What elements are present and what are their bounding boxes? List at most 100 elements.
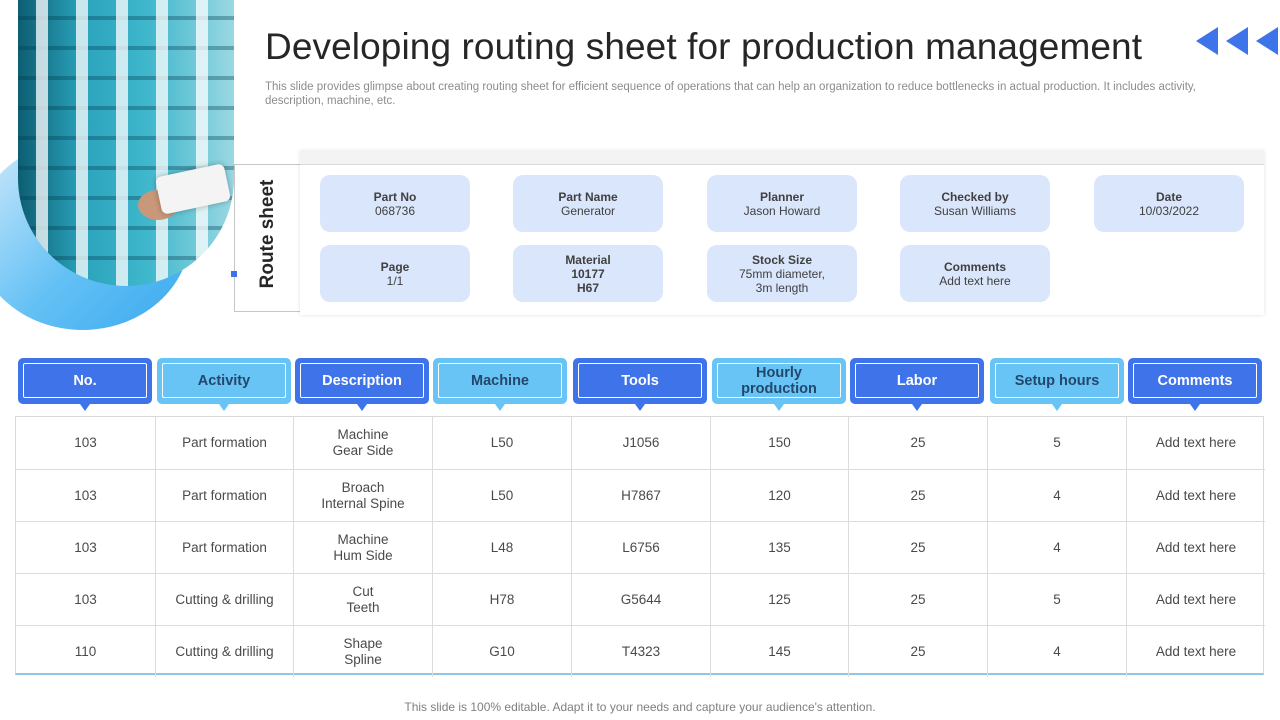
table-cell: Part formation	[155, 522, 293, 573]
table-cell: 125	[710, 574, 848, 625]
header-pointer	[80, 404, 90, 411]
table-cell: 25	[848, 417, 987, 469]
header-pointer	[1052, 404, 1062, 411]
column-header: Machine	[433, 358, 567, 411]
route-sheet-label: Route sheet	[257, 179, 278, 289]
column-header-label: Tools	[578, 363, 702, 398]
info-card-value: 75mm diameter, 3m length	[738, 266, 826, 295]
header-pointer	[635, 404, 645, 411]
table-cell: 5	[987, 574, 1126, 625]
table-cell: 4	[987, 470, 1126, 521]
table-cell: H7867	[571, 470, 710, 521]
table-cell: Part formation	[155, 417, 293, 469]
info-card: Planner Jason Howard	[707, 175, 857, 232]
table-cell: Add text here	[1126, 626, 1265, 677]
info-card-label: Material	[565, 252, 611, 267]
table-cell: 25	[848, 626, 987, 677]
info-card-label: Part No	[373, 189, 417, 204]
info-card: Part No 068736	[320, 175, 470, 232]
info-card: Date 10/03/2022	[1094, 175, 1244, 232]
info-card: Page 1/1	[320, 245, 470, 302]
route-sheet-marker	[231, 271, 237, 277]
table-cell: Machine Hum Side	[293, 522, 432, 573]
footer-note: This slide is 100% editable. Adapt it to…	[404, 700, 876, 714]
table-cell: H78	[432, 574, 571, 625]
table-row: 103 Part formation Machine Gear Side L50 J10…	[16, 417, 1265, 469]
info-card-value: 1/1	[386, 273, 404, 288]
info-card-label: Page	[380, 259, 410, 274]
info-card-value: 10177 H67	[571, 266, 605, 295]
table-cell: L50	[432, 417, 571, 469]
info-card-value: 10/03/2022	[1138, 203, 1200, 218]
info-card-value: Jason Howard	[743, 203, 821, 218]
table-cell: Cutting & drilling	[155, 574, 293, 625]
table-cell: Add text here	[1126, 522, 1265, 573]
table-cell: 103	[74, 487, 97, 503]
column-header-label: Setup hours	[995, 363, 1119, 398]
table-cell: 135	[710, 522, 848, 573]
column-header-label: Hourly production	[717, 363, 841, 398]
table-cell: Add text here	[1126, 470, 1265, 521]
table-cell: Cutting & drilling	[155, 626, 293, 677]
table-cell: Shape Spline	[293, 626, 432, 677]
table-row: 103 Part formation Broach Internal Spine L5…	[16, 469, 1265, 521]
table-cell: 25	[848, 574, 987, 625]
thread-spool-shape	[154, 163, 232, 215]
info-card-value: Generator	[560, 203, 616, 218]
table-row: 110 Cutting & drilling Shape Spline G10 T432…	[16, 625, 1265, 677]
info-card-value: Susan Williams	[933, 203, 1017, 218]
column-header: Setup hours	[990, 358, 1124, 411]
table-cell: Add text here	[1126, 574, 1265, 625]
info-card-label: Planner	[759, 189, 804, 204]
table-cell: Add text here	[1126, 417, 1265, 469]
column-header: Comments	[1128, 358, 1262, 411]
table-cell: 120	[710, 470, 848, 521]
table-cell: L50	[432, 470, 571, 521]
table-cell: 150	[710, 417, 848, 469]
table-cell: Broach Internal Spine	[293, 470, 432, 521]
column-header-label: No.	[23, 363, 147, 398]
table-cell: J1056	[571, 417, 710, 469]
textile-machine-photo	[18, 0, 234, 286]
table-row: 103 Cutting & drilling Cut Teeth H78 G5644 12…	[16, 573, 1265, 625]
info-card-label: Date	[1155, 189, 1182, 204]
table-cell: L6756	[571, 522, 710, 573]
info-card: Checked by Susan Williams	[900, 175, 1050, 232]
header-pointer	[219, 404, 229, 411]
info-card: Part Name Generator	[513, 175, 663, 232]
table-cell: Machine Gear Side	[293, 417, 432, 469]
column-header-label: Description	[300, 363, 424, 398]
column-header: Labor	[850, 358, 984, 411]
table-cell: 25	[848, 470, 987, 521]
info-card-label: Comments	[943, 259, 1006, 274]
column-header: Activity	[157, 358, 291, 411]
column-header-label: Comments	[1133, 363, 1257, 398]
info-card-label: Stock Size	[751, 252, 813, 267]
table-cell: Cut Teeth	[293, 574, 432, 625]
column-header-label: Labor	[855, 363, 979, 398]
header-pointer	[495, 404, 505, 411]
table-cell: G10	[432, 626, 571, 677]
table-cell: 103	[74, 435, 97, 450]
table-cell: 25	[848, 522, 987, 573]
header-pointer	[774, 404, 784, 411]
column-header: Tools	[573, 358, 707, 411]
table-cell: 110	[74, 643, 97, 659]
page-subtitle: This slide provides glimpse about creati…	[265, 81, 1196, 107]
table-cell: 5	[987, 417, 1126, 469]
info-card-label: Part Name	[558, 189, 618, 204]
routing-table: 103 Part formation Machine Gear Side L50 J10…	[15, 416, 1265, 677]
info-card: Material 10177 H67	[513, 245, 663, 302]
column-header: Description	[295, 358, 429, 411]
back-arrows-icon	[1196, 27, 1278, 55]
table-cell: 4	[987, 522, 1126, 573]
info-card-value: 068736	[374, 203, 416, 218]
info-card: Comments Add text here	[900, 245, 1050, 302]
table-row: 103 Part formation Machine Hum Side L48 L675…	[16, 521, 1265, 573]
route-sheet-bracket	[234, 164, 301, 312]
info-card-label: Checked by	[941, 189, 1009, 204]
column-header-label: Machine	[438, 363, 562, 398]
table-cell: T4323	[571, 626, 710, 677]
table-cell: 103	[74, 539, 97, 555]
table-cell: L48	[432, 522, 571, 573]
